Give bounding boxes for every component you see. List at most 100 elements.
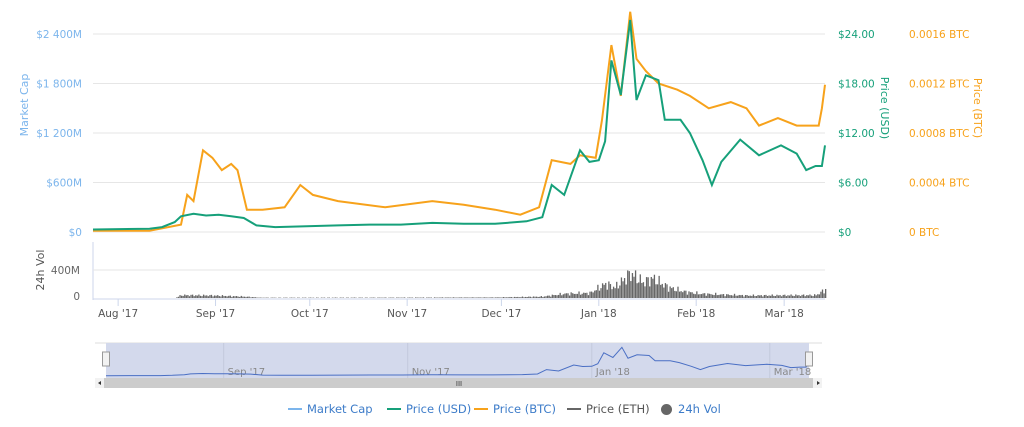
volume-bar xyxy=(741,294,744,298)
volume-bar xyxy=(702,293,704,298)
volume-bar xyxy=(770,295,772,298)
volume-bar xyxy=(732,295,734,298)
volume-bar xyxy=(823,293,825,298)
volume-bar xyxy=(235,296,238,298)
volume-bar xyxy=(224,295,227,298)
legend-price-usd[interactable]: Price (USD) xyxy=(387,402,471,416)
volume-bar xyxy=(711,294,714,298)
volume-bar xyxy=(535,296,538,298)
volume-bar xyxy=(820,291,822,298)
volume-bar xyxy=(667,291,670,298)
market-cap-tick: $1 200M xyxy=(36,128,82,140)
line-swatch-icon xyxy=(474,408,488,410)
volume-bar xyxy=(507,297,509,298)
volume-bar xyxy=(773,295,775,298)
volume-bar xyxy=(598,290,601,298)
volume-bar xyxy=(597,284,599,298)
volume-bar xyxy=(546,295,549,298)
volume-bar xyxy=(568,295,571,298)
volume-bar xyxy=(482,297,484,298)
volume-bar xyxy=(771,294,773,298)
volume-bar xyxy=(556,295,558,298)
legend-price-btc[interactable]: Price (BTC) xyxy=(474,402,556,416)
volume-bar xyxy=(810,295,813,298)
x-tick-label: Feb '18 xyxy=(677,308,715,320)
legend-price-eth[interactable]: Price (ETH) xyxy=(567,402,650,416)
volume-bar xyxy=(187,294,189,298)
volume-bar xyxy=(473,297,475,298)
volume-bar xyxy=(415,297,417,298)
volume-bar xyxy=(594,290,596,298)
volume-bar xyxy=(422,297,425,298)
volume-bar xyxy=(229,295,231,298)
volume-bar xyxy=(202,294,205,298)
volume-bar xyxy=(240,295,242,298)
scroll-right-arrow-icon[interactable] xyxy=(817,381,820,385)
volume-bar xyxy=(821,289,824,298)
volume-bar xyxy=(625,284,627,298)
navigator-series-line xyxy=(105,346,810,377)
volume-bar xyxy=(688,291,690,298)
volume-bar xyxy=(749,295,751,298)
volume-bar xyxy=(792,295,794,298)
volume-bar xyxy=(584,292,586,298)
volume-bar xyxy=(663,287,665,298)
volume-bar xyxy=(754,295,756,298)
volume-bar xyxy=(727,294,729,298)
volume-bar xyxy=(730,295,733,298)
legend-24h-vol[interactable]: 24h Vol xyxy=(661,402,721,416)
volume-bar xyxy=(210,294,213,298)
volume-bar xyxy=(217,295,219,298)
price-btc-tick: 0.0008 BTC xyxy=(909,128,969,140)
volume-bar xyxy=(759,295,761,298)
volume-bar xyxy=(744,295,747,298)
volume-bar xyxy=(592,292,594,298)
volume-bar xyxy=(587,295,590,298)
legend-market-cap[interactable]: Market Cap xyxy=(288,402,373,416)
volume-bar xyxy=(595,290,597,298)
volume-bar xyxy=(232,296,235,298)
volume-bar xyxy=(537,296,539,298)
volume-bar xyxy=(705,295,707,298)
line-swatch-icon xyxy=(387,408,401,410)
scrollbar-thumb[interactable] xyxy=(104,378,813,388)
volume-bar xyxy=(622,281,624,298)
volume-bar xyxy=(617,288,619,298)
volume-bar xyxy=(565,293,568,298)
volume-bar xyxy=(729,295,731,298)
volume-bar xyxy=(696,291,698,298)
price-chart: $0 $0 0 BTC $600M $6.00 0.0004 BTC $1 200M $12.… xyxy=(18,11,984,388)
volume-bar xyxy=(237,296,239,298)
volume-bar xyxy=(642,282,645,298)
volume-bar xyxy=(653,274,656,298)
volume-bar xyxy=(347,297,349,298)
volume-bar xyxy=(751,295,753,298)
x-tick-label: Dec '17 xyxy=(481,308,521,320)
volume-bar xyxy=(578,291,580,298)
scroll-left-arrow-icon[interactable] xyxy=(98,381,101,385)
navigator-handle[interactable] xyxy=(102,351,110,367)
volume-bar xyxy=(180,295,183,298)
volume-bar xyxy=(512,297,514,298)
volume-bar xyxy=(551,294,553,298)
volume-bar xyxy=(206,295,208,298)
volume-bar xyxy=(184,294,186,298)
volume-bar xyxy=(798,295,800,298)
volume-bar xyxy=(806,295,808,298)
volume-bar xyxy=(534,296,536,298)
volume-bar xyxy=(752,294,755,298)
volume-bar xyxy=(748,295,750,298)
volume-bar xyxy=(804,296,806,298)
volume-bar xyxy=(639,274,641,298)
navigator-handle[interactable] xyxy=(805,351,813,367)
volume-bar xyxy=(250,297,252,298)
volume-bar xyxy=(226,296,228,298)
navigator-label: Jan '18 xyxy=(595,367,630,378)
volume-bar xyxy=(404,297,406,298)
volume-bar xyxy=(513,296,516,298)
volume-bar xyxy=(441,297,444,298)
volume-bar xyxy=(523,297,525,298)
volume-bar xyxy=(554,295,557,298)
volume-bar xyxy=(799,296,802,298)
volume-bar xyxy=(718,294,720,298)
